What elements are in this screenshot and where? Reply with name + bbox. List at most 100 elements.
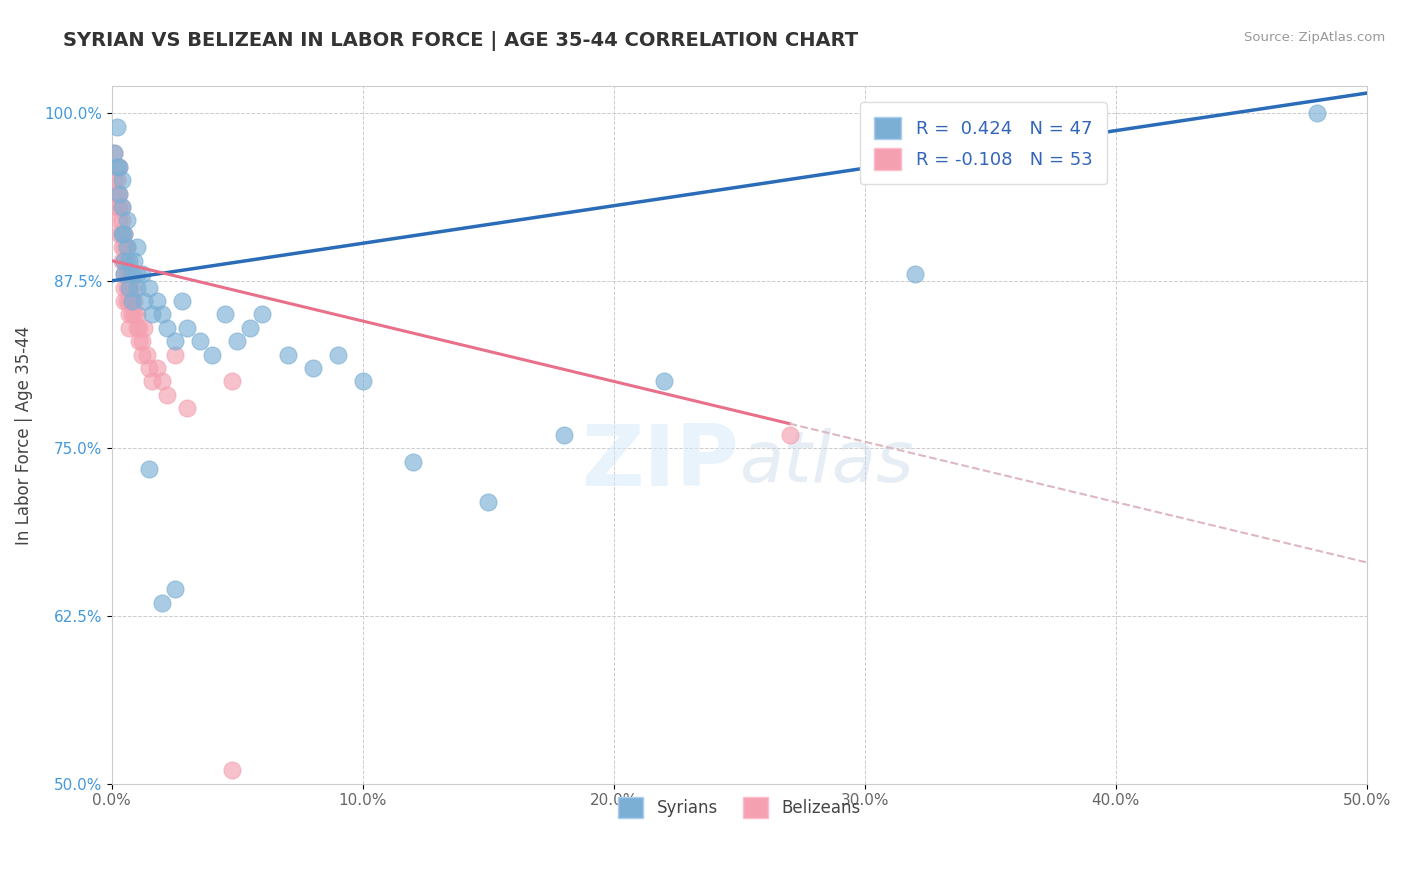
Point [134, 293, 156, 308]
Point [138, 461, 160, 475]
Point [172, 293, 194, 308]
Point [125, 307, 148, 321]
Point [118, 267, 141, 281]
Point [163, 582, 186, 597]
Point [779, 428, 801, 442]
Text: ZIP: ZIP [582, 421, 740, 505]
Point [108, 186, 131, 201]
Point [128, 334, 150, 348]
Point [131, 334, 153, 348]
Point [125, 320, 148, 334]
Point [112, 253, 135, 268]
Point [150, 307, 173, 321]
Point [118, 307, 141, 321]
Point [150, 375, 173, 389]
Point [131, 267, 153, 281]
Point [128, 320, 150, 334]
Point [112, 267, 135, 281]
Point [108, 213, 131, 227]
Point [121, 293, 143, 308]
Point [115, 240, 138, 254]
Point [124, 293, 146, 308]
Point [121, 293, 143, 308]
Point [103, 173, 125, 187]
Point [125, 240, 148, 254]
Point [115, 213, 138, 227]
Point [150, 596, 173, 610]
Point [252, 307, 274, 321]
Point [1305, 106, 1327, 120]
Point [121, 307, 143, 321]
Point [105, 120, 128, 134]
Point [105, 160, 128, 174]
Point [214, 307, 236, 321]
Point [477, 495, 499, 509]
Point [112, 253, 135, 268]
Point [121, 280, 143, 294]
Point [125, 267, 148, 281]
Point [352, 375, 374, 389]
Point [112, 240, 135, 254]
Point [115, 253, 138, 268]
Point [301, 361, 323, 376]
Point [115, 240, 138, 254]
Point [121, 267, 143, 281]
Point [108, 227, 131, 241]
Point [156, 388, 179, 402]
Point [112, 227, 135, 241]
Point [111, 227, 134, 241]
Point [176, 320, 198, 334]
Point [118, 320, 141, 334]
Point [163, 348, 186, 362]
Point [118, 293, 141, 308]
Point [146, 293, 169, 308]
Point [108, 160, 131, 174]
Point [131, 348, 153, 362]
Point [221, 375, 243, 389]
Point [111, 227, 134, 241]
Point [112, 227, 135, 241]
Point [141, 375, 163, 389]
Point [115, 267, 138, 281]
Point [136, 348, 159, 362]
Point [115, 280, 138, 294]
Point [108, 160, 131, 174]
Point [239, 320, 262, 334]
Point [138, 361, 160, 376]
Point [138, 280, 160, 294]
Point [226, 334, 249, 348]
Point [402, 455, 425, 469]
Point [188, 334, 211, 348]
Point [111, 213, 134, 227]
Point [118, 280, 141, 294]
Point [201, 348, 224, 362]
Text: Source: ZipAtlas.com: Source: ZipAtlas.com [1244, 31, 1385, 45]
Point [176, 401, 198, 416]
Point [115, 293, 138, 308]
Point [105, 200, 128, 214]
Point [111, 200, 134, 214]
Point [134, 320, 156, 334]
Point [112, 267, 135, 281]
Point [326, 348, 349, 362]
Point [146, 361, 169, 376]
Point [103, 146, 125, 161]
Text: SYRIAN VS BELIZEAN IN LABOR FORCE | AGE 35-44 CORRELATION CHART: SYRIAN VS BELIZEAN IN LABOR FORCE | AGE … [63, 31, 859, 51]
Point [277, 348, 299, 362]
Point [141, 307, 163, 321]
Point [124, 253, 146, 268]
Point [112, 280, 135, 294]
Point [156, 320, 179, 334]
Legend: Syrians, Belizeans: Syrians, Belizeans [612, 790, 868, 824]
Point [553, 428, 575, 442]
Point [103, 146, 125, 161]
Point [118, 253, 141, 268]
Point [111, 240, 134, 254]
Text: atlas: atlas [740, 428, 914, 498]
Point [112, 293, 135, 308]
Point [111, 200, 134, 214]
Point [108, 200, 131, 214]
Point [124, 307, 146, 321]
Point [125, 280, 148, 294]
Point [904, 267, 927, 281]
